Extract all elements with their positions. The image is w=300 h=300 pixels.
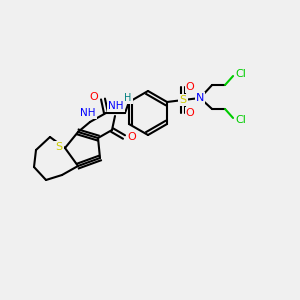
Text: S: S — [56, 142, 63, 152]
Text: O: O — [90, 92, 98, 102]
Text: N: N — [196, 93, 204, 103]
Text: O: O — [186, 108, 194, 118]
Text: O: O — [186, 82, 194, 92]
Text: NH: NH — [80, 108, 96, 118]
Text: S: S — [179, 95, 187, 105]
Text: Cl: Cl — [236, 115, 247, 125]
Text: H: H — [124, 93, 132, 103]
Text: NH: NH — [108, 101, 124, 111]
Text: O: O — [128, 132, 136, 142]
Text: Cl: Cl — [236, 69, 247, 79]
